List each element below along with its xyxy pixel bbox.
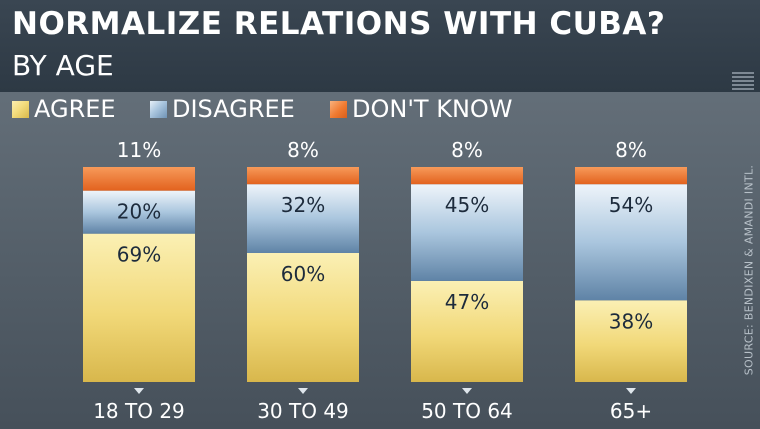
data-label-agree: 47% bbox=[445, 290, 489, 314]
bar-segment-agree bbox=[411, 280, 523, 382]
source-credit: SOURCE: BENDIXEN & AMANDI INTL. bbox=[742, 164, 756, 376]
data-label-disagree: 32% bbox=[281, 193, 325, 217]
category-tick-marker bbox=[134, 388, 144, 394]
bar-segment-dont-know bbox=[83, 167, 195, 191]
bar-segment-agree bbox=[575, 300, 687, 382]
data-label-dont-know: 8% bbox=[451, 138, 483, 162]
bar-segment-dont-know bbox=[247, 167, 359, 185]
data-label-dont-know: 11% bbox=[117, 138, 161, 162]
bar-segment-disagree bbox=[247, 184, 359, 253]
category-tick-marker bbox=[298, 388, 308, 394]
category-tick-marker bbox=[626, 388, 636, 394]
legend-label-agree: AGREE bbox=[34, 95, 116, 123]
legend-swatch-dont-know bbox=[330, 101, 347, 118]
category-label: 50 TO 64 bbox=[421, 399, 513, 423]
chart-title: NORMALIZE RELATIONS WITH CUBA? bbox=[12, 6, 666, 42]
category-label: 30 TO 49 bbox=[257, 399, 349, 423]
data-label-dont-know: 8% bbox=[287, 138, 319, 162]
data-label-dont-know: 8% bbox=[615, 138, 647, 162]
chart-subtitle: BY AGE bbox=[12, 49, 114, 82]
data-label-agree: 38% bbox=[609, 309, 653, 333]
data-label-agree: 60% bbox=[281, 262, 325, 286]
legend-swatch-agree bbox=[12, 101, 29, 118]
bar-segment-disagree bbox=[83, 190, 195, 234]
category-label: 18 TO 29 bbox=[93, 399, 185, 423]
bar-segment-disagree bbox=[575, 184, 687, 301]
bar-segment-agree bbox=[83, 233, 195, 382]
bar-segment-dont-know bbox=[575, 167, 687, 185]
bar-segment-agree bbox=[247, 253, 359, 382]
decorative-stripes bbox=[732, 72, 754, 92]
bar-segment-dont-know bbox=[411, 167, 523, 185]
legend-swatch-disagree bbox=[150, 101, 167, 118]
legend-label-dont-know: DON'T KNOW bbox=[352, 95, 513, 123]
data-label-agree: 69% bbox=[117, 243, 161, 267]
bar-segment-disagree bbox=[411, 184, 523, 281]
data-label-disagree: 54% bbox=[609, 193, 653, 217]
category-label: 65+ bbox=[610, 399, 652, 423]
title-banner: NORMALIZE RELATIONS WITH CUBA? BY AGE bbox=[0, 0, 760, 92]
bar-group: 69% 20% 11% 18 TO 29 60% 32% 8% 30 TO 49 47% 45% 8… bbox=[83, 138, 687, 423]
category-tick-marker bbox=[462, 388, 472, 394]
legend-label-disagree: DISAGREE bbox=[172, 95, 295, 123]
data-label-disagree: 45% bbox=[445, 193, 489, 217]
data-label-disagree: 20% bbox=[117, 200, 161, 224]
